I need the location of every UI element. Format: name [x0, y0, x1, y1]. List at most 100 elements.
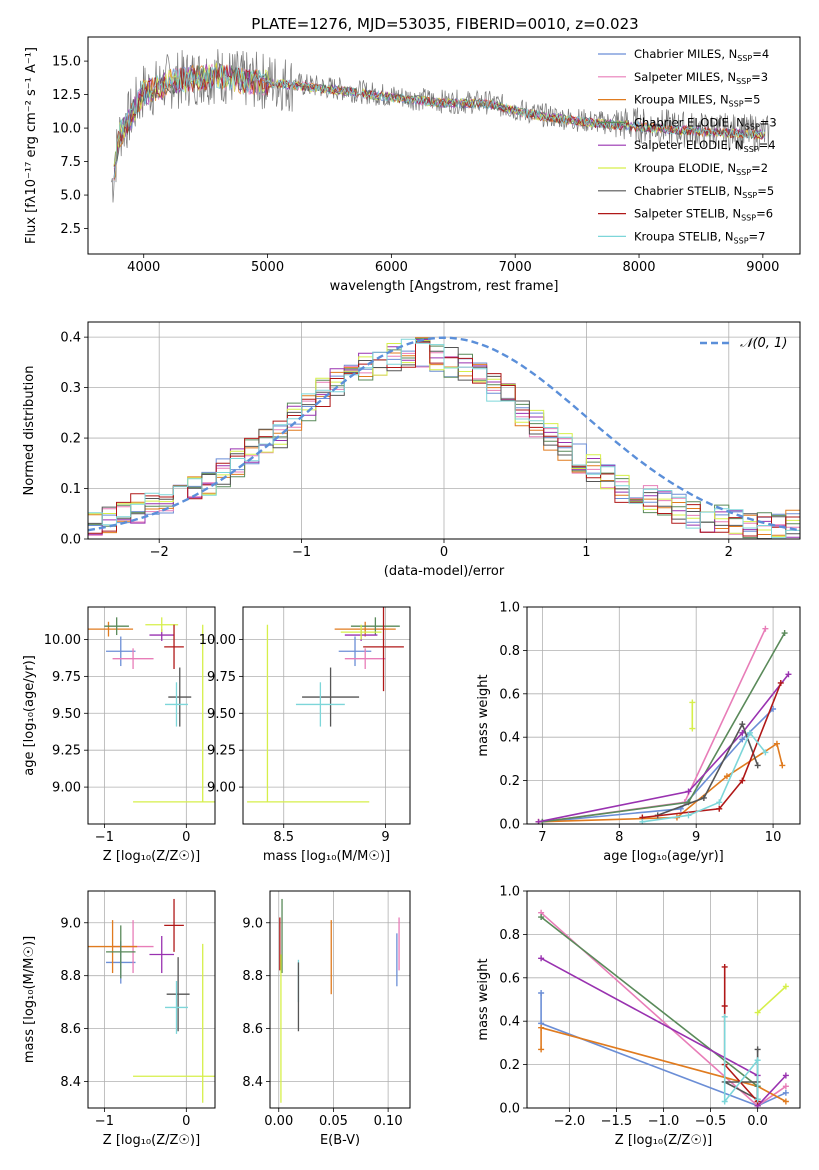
y-axis-label: age [log₁₀(age/yr)] [22, 655, 37, 776]
plot-area [88, 336, 800, 539]
legend-entry: Kroupa ELODIE, NSSP=2 [634, 161, 768, 177]
x-tick-label: −1.5 [601, 1114, 633, 1129]
x-tick-label: 8.5 [273, 830, 294, 845]
y-tick-label: 8.8 [60, 969, 81, 984]
axes-frame [87, 890, 216, 1109]
y-tick-label: 2.5 [60, 222, 81, 237]
x-tick-label: −1 [95, 830, 114, 845]
weight-vs-age-panel: 7 8 9 10 0.0 0.2 0.4 0.6 0.8 1.0 age [log₁₀(age/yr… [476, 601, 801, 864]
mass-weight-series [540, 993, 787, 1107]
age-vs-metallicity-panel: −1 0 9.00 9.25 9.50 9.75 10.00 Z [log₁₀(Z/Z☉)] a… [22, 606, 216, 864]
y-tick-label: 0.0 [499, 818, 520, 833]
x-tick-label: −2 [150, 545, 169, 560]
mass-weight-series [538, 673, 790, 823]
spectrum-panel: 4000 5000 6000 7000 8000 9000 2.5 5.0 7.5 10.0 12.… [24, 36, 801, 294]
error-bar-point [88, 621, 134, 637]
error-bar-point [106, 925, 136, 979]
x-tick-label: 0 [182, 830, 190, 845]
axes-frame [269, 890, 411, 1109]
data-point-marker [779, 762, 786, 769]
x-tick-label: 8000 [622, 260, 655, 275]
data-point-marker [762, 625, 769, 632]
x-tick-label: −2.0 [554, 1114, 586, 1129]
data-point-marker [754, 1009, 761, 1016]
data-point-marker [754, 1046, 761, 1053]
data-point-marker [739, 729, 746, 736]
x-tick-label: 0.10 [374, 1114, 403, 1129]
y-axis-label: mass weight [476, 674, 491, 756]
data-point-marker [716, 799, 723, 806]
x-tick-label: −1 [95, 1114, 114, 1129]
y-tick-label: 1.0 [499, 601, 520, 616]
data-point-marker [782, 1083, 789, 1090]
model-spectrum-line [113, 62, 766, 179]
data-point-marker [782, 1089, 789, 1096]
y-tick-label: 9.0 [242, 916, 263, 931]
plot-area [279, 898, 400, 1103]
y-tick-label: 0.2 [60, 432, 81, 447]
mass-weight-series [657, 722, 759, 817]
weight-vs-metallicity-panel: −2.0 −1.5 −1.0 −0.5 0.0 0.0 0.2 0.4 0.6 0.8 1.0 Z [… [476, 885, 801, 1148]
y-tick-label: 9.75 [52, 670, 81, 685]
x-tick-label: −0.5 [695, 1114, 727, 1129]
data-point-marker [721, 963, 728, 970]
y-tick-label: 0.6 [499, 971, 520, 986]
legend-entry: Chabrier ELODIE, NSSP=3 [634, 115, 777, 131]
data-point-marker [747, 729, 754, 736]
data-point-marker [781, 630, 788, 637]
error-bar-point [338, 636, 372, 667]
error-bar-point [166, 957, 190, 1032]
y-tick-label: 0.2 [499, 1058, 520, 1073]
data-point-marker [739, 736, 746, 743]
x-tick-label: 0.00 [264, 1114, 293, 1129]
error-bar-point [106, 636, 136, 667]
error-bar-point [145, 617, 179, 633]
x-axis-label: Z [log₁₀(Z/Z☉)] [103, 849, 200, 864]
legend-entry: Salpeter STELIB, NSSP=6 [634, 207, 773, 223]
data-point-marker [773, 740, 780, 747]
x-tick-label: 0.0 [747, 1114, 768, 1129]
model-spectrum-line [113, 65, 766, 178]
error-bar-point [344, 648, 386, 669]
x-tick-label: 0 [182, 1114, 190, 1129]
data-point-marker [721, 1003, 728, 1010]
y-tick-label: 15.0 [52, 55, 81, 70]
x-tick-label: 1 [582, 545, 590, 560]
data-point-marker [739, 721, 746, 728]
data-point-marker [685, 812, 692, 819]
data-point-marker [689, 725, 696, 732]
error-bar-point [104, 617, 129, 636]
error-bar-point [340, 624, 382, 640]
x-axis-label: age [log₁₀(age/yr)] [603, 849, 724, 864]
y-tick-label: 12.5 [52, 88, 81, 103]
y-axis-label: Flux [fλ10⁻¹⁷ erg cm⁻² s⁻¹ A⁻¹] [24, 47, 39, 244]
mass-vs-metallicity-panel: −1 0 8.4 8.6 8.8 9.0 Z [log₁₀(Z/Z☉)] mass [log₁… [22, 890, 216, 1148]
y-axis-label: Normed distribution [22, 366, 37, 496]
y-tick-label: 0.4 [499, 731, 520, 746]
axes-frame [526, 606, 801, 825]
data-point-marker [721, 1013, 728, 1020]
legend: Chabrier MILES, NSSP=4 Salpeter MILES, NS… [598, 47, 777, 245]
data-point-marker [782, 1072, 789, 1079]
x-tick-label: 9 [381, 830, 389, 845]
data-point-marker [739, 777, 746, 784]
axes-frame [87, 321, 801, 540]
x-axis-label: Z [log₁₀(Z/Z☉)] [103, 1133, 200, 1148]
x-tick-label: 7 [538, 830, 546, 845]
mass-weight-series [542, 708, 774, 823]
x-tick-label: 8 [615, 830, 623, 845]
data-point-marker [538, 1024, 545, 1031]
x-tick-label: 6000 [375, 260, 408, 275]
y-tick-label: 9.50 [207, 707, 236, 722]
model-spectrum-line [113, 62, 766, 166]
y-tick-label: 8.6 [60, 1022, 81, 1037]
mass-weight-series [542, 632, 786, 823]
legend-entry: Salpeter ELODIE, NSSP=4 [634, 138, 776, 154]
y-tick-label: 0.0 [499, 1102, 520, 1117]
x-tick-label: 0 [440, 545, 448, 560]
error-bar-point [295, 682, 345, 727]
data-point-marker [785, 671, 792, 678]
data-point-marker [754, 1096, 761, 1103]
x-tick-label: 4000 [127, 260, 160, 275]
y-tick-label: 10.0 [52, 122, 81, 137]
